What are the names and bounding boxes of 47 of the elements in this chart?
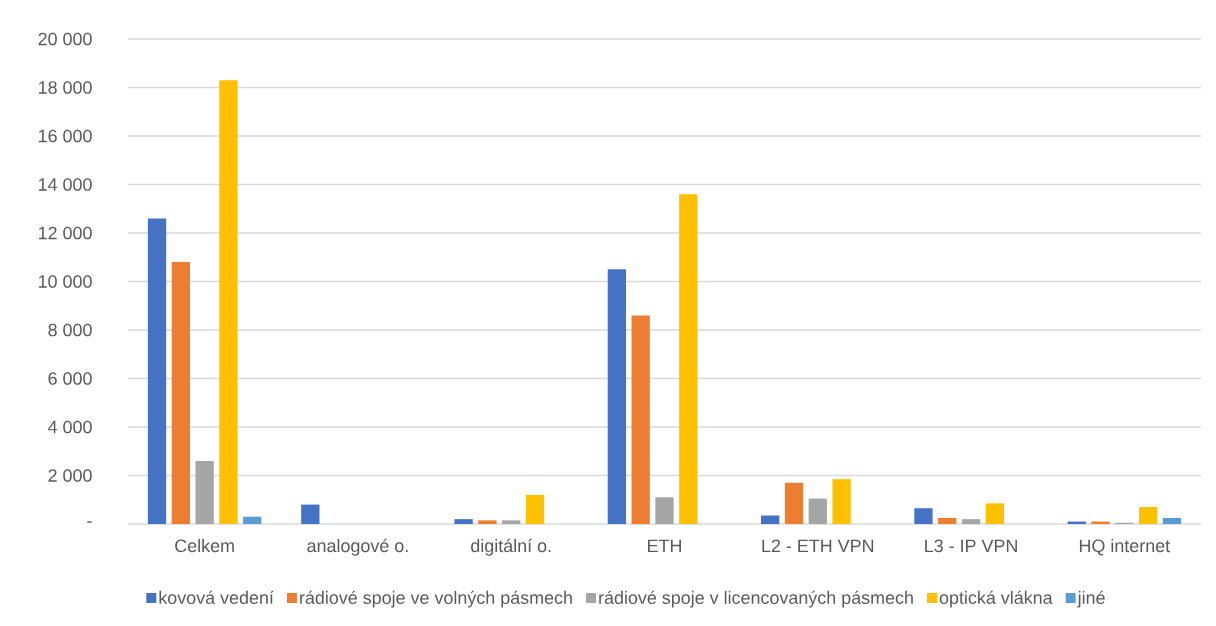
y-tick-label: 14 000: [38, 178, 92, 191]
x-tick-label: Celkem: [175, 539, 234, 553]
x-tick-label: L2 - ETH VPN: [762, 539, 874, 552]
y-tick-label: 20 000: [38, 32, 92, 46]
x-tick-label: digitální o.: [471, 538, 551, 556]
bar: [808, 498, 827, 524]
bar: [938, 517, 957, 524]
x-tick-label: analogové o.: [307, 538, 408, 556]
bar: [171, 262, 190, 524]
y-tick-label: 2 000: [48, 469, 92, 482]
legend-label: jiné: [1077, 590, 1105, 608]
bar: [502, 520, 521, 524]
bar: [761, 515, 780, 524]
bar: [961, 519, 981, 524]
y-tick-label: 6 000: [48, 372, 92, 385]
bar: [607, 269, 627, 524]
y-tick-label: 18 000: [38, 81, 92, 94]
bar: [679, 194, 698, 524]
bar: [478, 520, 497, 524]
bar: [219, 80, 238, 524]
bar: [914, 508, 933, 524]
bar: [631, 315, 650, 524]
x-tick-label: ETH: [648, 539, 681, 552]
bar: [832, 479, 851, 524]
bar: [784, 482, 804, 524]
y-tick-label: -: [87, 521, 92, 523]
legend-label: rádiové spoje ve volných pásmech: [300, 590, 572, 608]
y-tick-label: 16 000: [38, 129, 92, 143]
bar: [301, 504, 320, 524]
legend-label: rádiové spoje v licencovaných pásmech: [599, 590, 913, 608]
x-tick-label: L3 - IP VPN: [925, 539, 1017, 553]
bar: [195, 460, 214, 524]
bar: [243, 516, 262, 524]
y-tick-label: 10 000: [38, 275, 92, 288]
bar: [147, 218, 167, 524]
x-tick-label: HQ internet: [1079, 539, 1171, 556]
legend-label: kovová vedení: [159, 590, 274, 605]
y-tick-label: 4 000: [48, 420, 92, 434]
y-tick-label: 12 000: [38, 226, 92, 240]
legend-label: optická vlákna: [939, 590, 1053, 608]
y-tick-label: 8 000: [48, 323, 92, 337]
bar: [454, 519, 473, 524]
bar: [1138, 507, 1158, 524]
bar: [1162, 517, 1182, 524]
bar: [525, 494, 545, 524]
bar: [655, 497, 674, 524]
bar: [985, 503, 1004, 524]
